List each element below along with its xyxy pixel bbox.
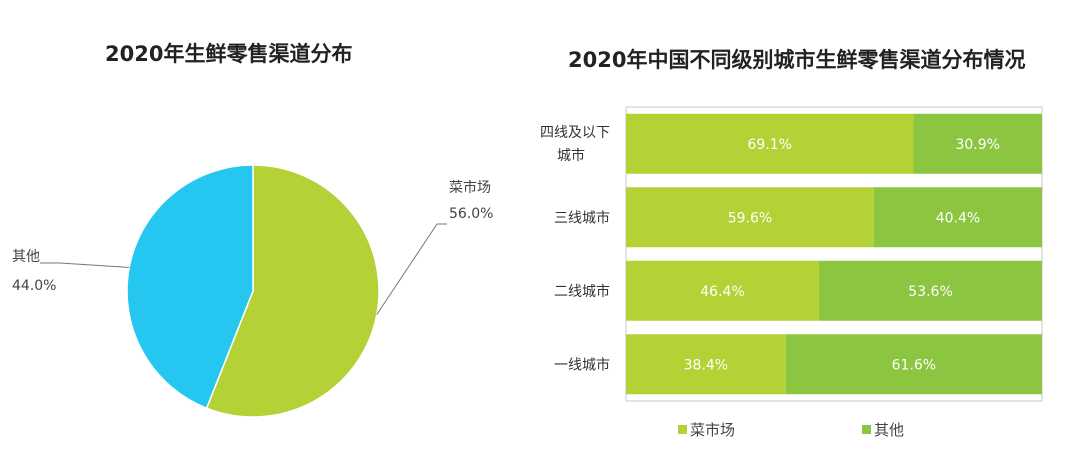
pie-leader-line-1 bbox=[40, 262, 130, 268]
pie-label-name-1: 其他 bbox=[12, 249, 40, 265]
legend-swatch-0 bbox=[678, 425, 687, 434]
category-label-2: 二线城市 bbox=[554, 283, 610, 300]
pie-label-value-0: 56.0% bbox=[449, 206, 493, 222]
bar-label-1-1: 40.4% bbox=[936, 210, 980, 226]
pie-slice-1 bbox=[126, 164, 254, 410]
bar-label-0-1: 30.9% bbox=[955, 137, 999, 153]
pie-label-value-1: 44.0% bbox=[12, 278, 56, 294]
category-label-0-line-1: 四线及以下 bbox=[540, 125, 610, 141]
pie-label-name-0: 菜市场 bbox=[449, 179, 491, 196]
bar-3-0 bbox=[626, 334, 786, 395]
bar-1-1 bbox=[873, 187, 1042, 248]
bar-chart-title: 2020年中国不同级别城市生鲜零售渠道分布情况 bbox=[568, 48, 1026, 72]
legend-swatch-1 bbox=[862, 425, 871, 434]
category-label-0-line-2: 城市 bbox=[557, 147, 585, 164]
bar-0-1 bbox=[913, 113, 1042, 174]
bar-label-3-1: 61.6% bbox=[892, 357, 936, 373]
bar-2-1 bbox=[819, 260, 1042, 321]
bar-2-0 bbox=[626, 260, 820, 321]
legend-label-0: 菜市场 bbox=[690, 421, 735, 439]
category-label-1: 三线城市 bbox=[554, 209, 610, 226]
category-label-3: 一线城市 bbox=[554, 356, 610, 373]
bar-0-0 bbox=[626, 113, 914, 174]
legend-label-1: 其他 bbox=[874, 421, 904, 439]
bar-1-0 bbox=[626, 187, 874, 248]
pie-chart-title: 2020年生鲜零售渠道分布 bbox=[105, 42, 353, 66]
bar-label-0-0: 69.1% bbox=[747, 137, 791, 153]
bar-label-1-0: 59.6% bbox=[728, 210, 772, 226]
bar-label-2-1: 53.6% bbox=[908, 284, 952, 300]
bar-label-3-0: 38.4% bbox=[684, 357, 728, 373]
pie-leader-line-0 bbox=[376, 223, 447, 315]
pie-slice-0 bbox=[205, 164, 380, 418]
bar-3-1 bbox=[785, 334, 1042, 395]
bar-label-2-0: 46.4% bbox=[700, 284, 744, 300]
